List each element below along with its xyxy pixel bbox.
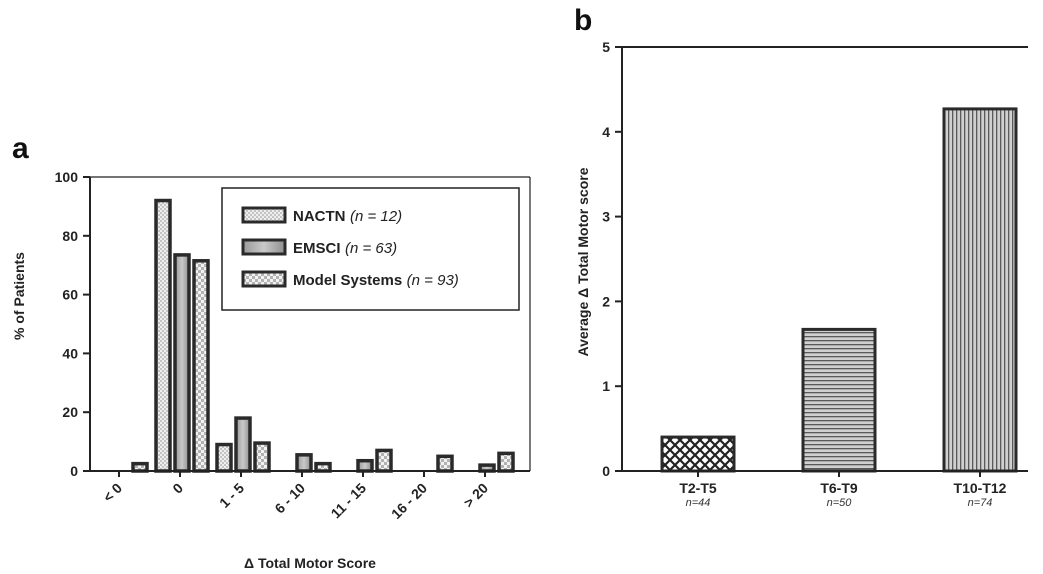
bar-model-systems-0	[131, 461, 149, 473]
bar-model-systems-0	[192, 259, 210, 473]
panel-b-n-label: n=50	[827, 497, 853, 509]
legend-swatch-model-systems	[241, 270, 287, 288]
panel-a-xlabel: Δ Total Motor Score	[244, 555, 376, 571]
bar-emsci-1-5	[234, 416, 252, 473]
panel-b-ytick-label: 2	[602, 293, 610, 309]
bar-emsci-11-15	[356, 458, 374, 473]
panel-b-letter: b	[574, 4, 592, 37]
bar-emsci-6-10	[295, 453, 313, 473]
panel-a-ytick-label: 20	[62, 404, 78, 420]
panel-a-xtick-label: 0	[169, 480, 186, 497]
bar-emsci-0	[173, 253, 191, 473]
panel-a-ytick-label: 100	[55, 169, 79, 185]
panel-b-axes	[621, 46, 1028, 472]
bar-model-systems-6-10	[314, 461, 332, 473]
panel-b-bars	[660, 107, 1018, 473]
panel-b-ytick-label: 5	[602, 39, 610, 55]
bar-t6-t9	[801, 327, 877, 473]
panel-a-ytick-label: 0	[70, 463, 78, 479]
bar-t2-t5	[660, 435, 736, 473]
legend-label-model-systems: Model Systems (n = 93)	[293, 272, 459, 289]
panel-a-ylabel: % of Patients	[11, 252, 27, 340]
panel-b-xtick-label: T2-T5	[679, 480, 717, 496]
panel-a-ytick-label: 40	[62, 345, 78, 361]
panel-b-ytick-label: 1	[602, 378, 610, 394]
legend-label-nactn: NACTN (n = 12)	[293, 208, 402, 225]
legend-swatch-nactn	[241, 206, 287, 224]
panel-b-ytick-label: 3	[602, 209, 610, 225]
panel-b-xtick-label: T6-T9	[820, 480, 858, 496]
bar-model-systems-11-15	[375, 448, 393, 473]
panel-b-ytick-label: 4	[602, 124, 610, 140]
panel-b-ytick-label: 0	[602, 463, 610, 479]
panel-b-n-label: n=44	[686, 497, 711, 509]
panel-a-xtick-label: 1 - 5	[216, 480, 247, 511]
panel-a-ytick-label: 80	[62, 228, 78, 244]
bar-nactn-0	[154, 198, 172, 473]
panel-b-n-label: n=74	[968, 497, 993, 509]
panel-a-xtick-label: 11 - 15	[328, 480, 370, 522]
bar-nactn-1-5	[215, 442, 233, 473]
bar-model-systems-20	[497, 451, 515, 473]
panel-a-x-ticks: < 0 0 1 - 5 6 - 10 11 - 15 16 - 20 > 20	[100, 471, 491, 522]
panel-a-xtick-label: 16 - 20	[388, 480, 430, 522]
panel-a-xtick-label: < 0	[100, 480, 126, 506]
panel-a-xtick-label: 6 - 10	[271, 480, 308, 517]
legend-swatch-emsci	[241, 238, 287, 256]
panel-b-ylabel: Average Δ Total Motor score	[575, 167, 591, 356]
panel-a-axes	[89, 176, 531, 472]
legend-label-emsci: EMSCI (n = 63)	[293, 240, 397, 257]
bar-model-systems-16-20	[436, 454, 454, 473]
bar-t10-t12	[942, 107, 1018, 473]
panel-a-ytick-label: 60	[62, 287, 78, 303]
panel-a-legend: NACTN (n = 12) EMSCI (n = 63) Model Syst…	[221, 187, 520, 311]
bar-model-systems-1-5	[253, 441, 271, 473]
panel-b-y-ticks: 0 1 2 3 4 5	[602, 39, 622, 479]
panel-a-chart: 0 20 40 60 80 100 < 0 0 1 - 5 6 - 10 11 - 15 16 - …	[11, 169, 531, 571]
panel-a-xtick-label: > 20	[460, 480, 491, 511]
panel-a-y-ticks: 0 20 40 60 80 100	[55, 169, 90, 479]
panel-b-xtick-label: T10-T12	[954, 480, 1007, 496]
panel-a-letter: a	[12, 132, 29, 165]
